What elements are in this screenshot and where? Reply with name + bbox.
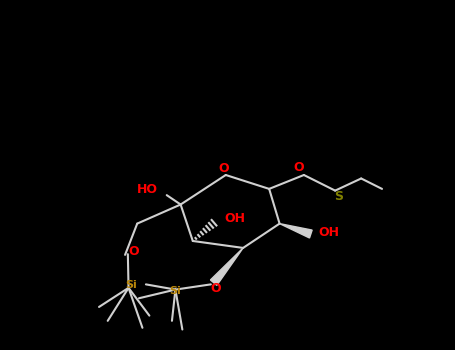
Polygon shape (210, 248, 243, 285)
Text: OH: OH (318, 226, 339, 239)
Polygon shape (279, 224, 312, 238)
Text: O: O (128, 245, 139, 258)
Text: Si: Si (169, 286, 181, 296)
Text: Si: Si (126, 280, 137, 290)
Text: S: S (334, 190, 343, 203)
Text: HO: HO (137, 183, 158, 196)
Text: O: O (210, 282, 221, 295)
Text: O: O (293, 161, 304, 174)
Text: OH: OH (225, 212, 246, 225)
Text: O: O (219, 162, 229, 175)
